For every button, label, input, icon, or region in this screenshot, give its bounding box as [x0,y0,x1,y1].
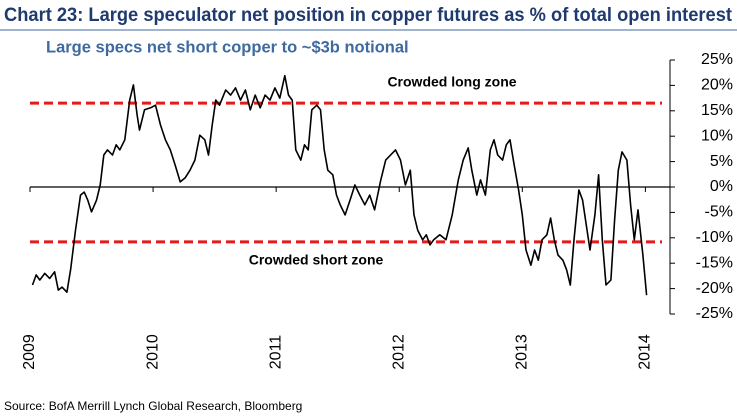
x-tick-label: 2014 [637,334,654,370]
x-tick-label: 2012 [390,334,407,370]
y-tick-label: -5% [705,204,733,221]
y-tick-label: 10% [701,127,733,144]
y-tick-label: 5% [710,153,733,170]
series-line [31,74,648,296]
y-tick-label: 25% [701,51,733,68]
chart-title: Chart 23: Large speculator net position … [4,5,733,26]
y-tick-label: 20% [701,77,733,94]
y-tick-label: -25% [696,305,733,322]
source: Source: BofA Merrill Lynch Global Resear… [4,399,302,413]
annotation: Crowded short zone [249,252,384,268]
chart-subtitle: Large specs net short copper to ~$3b not… [46,38,409,56]
y-tick-label: -20% [696,280,733,297]
annotation: Crowded long zone [387,74,516,90]
y-tick-label: -10% [696,229,733,246]
y-tick-label: 0% [710,178,733,195]
y-tick-label: 15% [701,102,733,119]
x-tick-label: 2009 [21,334,38,370]
x-tick-label: 2010 [144,334,161,370]
y-tick-label: -15% [696,254,733,271]
x-tick-label: 2013 [514,334,531,370]
x-tick-label: 2011 [267,335,284,370]
